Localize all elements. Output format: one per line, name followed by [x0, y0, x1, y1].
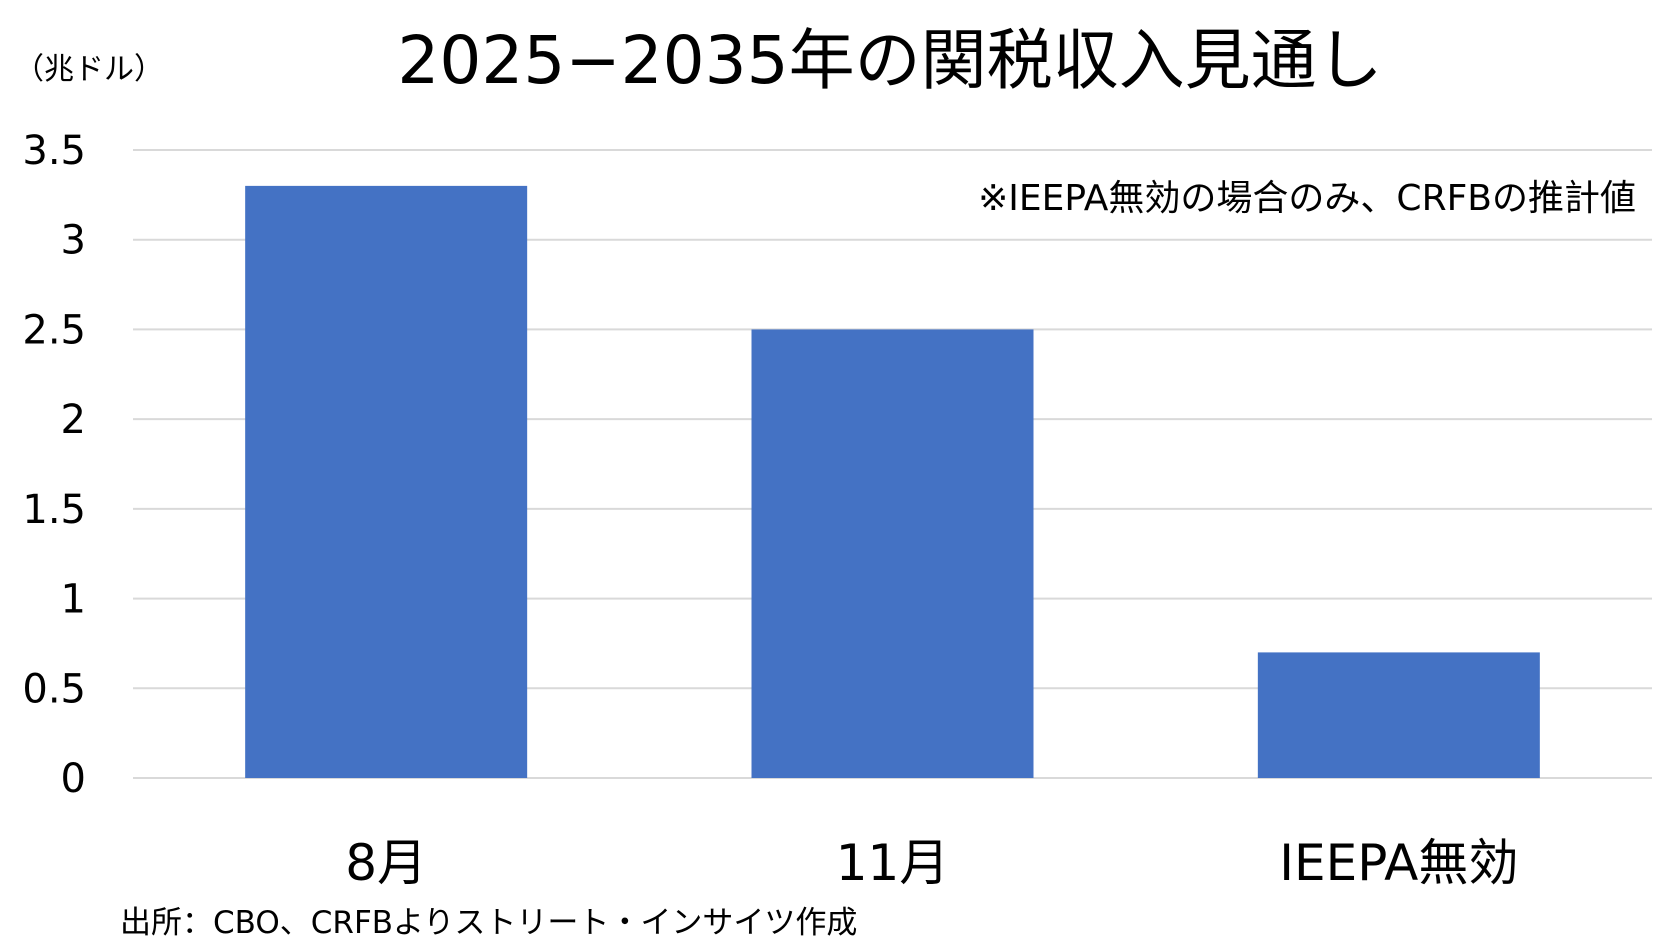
category-label: IEEPA無効 — [1279, 834, 1518, 892]
y-tick-label: 2.5 — [22, 307, 86, 353]
bar — [751, 329, 1034, 778]
y-tick-label: 0.5 — [22, 666, 86, 712]
bar — [1257, 652, 1540, 778]
y-tick-label: 3.5 — [22, 128, 86, 174]
chart-source: 出所：CBO、CRFBよりストリート・インサイツ作成 — [120, 905, 857, 941]
bars — [245, 185, 1540, 778]
y-tick-label: 1 — [61, 577, 86, 623]
y-tick-label: 3 — [61, 218, 86, 264]
category-label: 11月 — [836, 834, 950, 892]
y-tick-labels: 0 0.5 1 1.5 2 2.5 3 3.5 — [22, 128, 86, 802]
y-axis-unit: （兆ドル） — [14, 52, 164, 87]
chart-title: 2025−2035年の関税収入見通し — [397, 22, 1382, 99]
category-label: 8月 — [345, 834, 427, 892]
chart-annotation: ※IEEPA無効の場合のみ、CRFBの推計値 — [978, 178, 1636, 219]
category-labels: 8月 11月 IEEPA無効 — [345, 834, 1518, 892]
y-tick-label: 1.5 — [22, 487, 86, 533]
y-tick-label: 0 — [61, 756, 86, 802]
y-tick-label: 2 — [61, 397, 86, 443]
bar — [245, 185, 528, 778]
